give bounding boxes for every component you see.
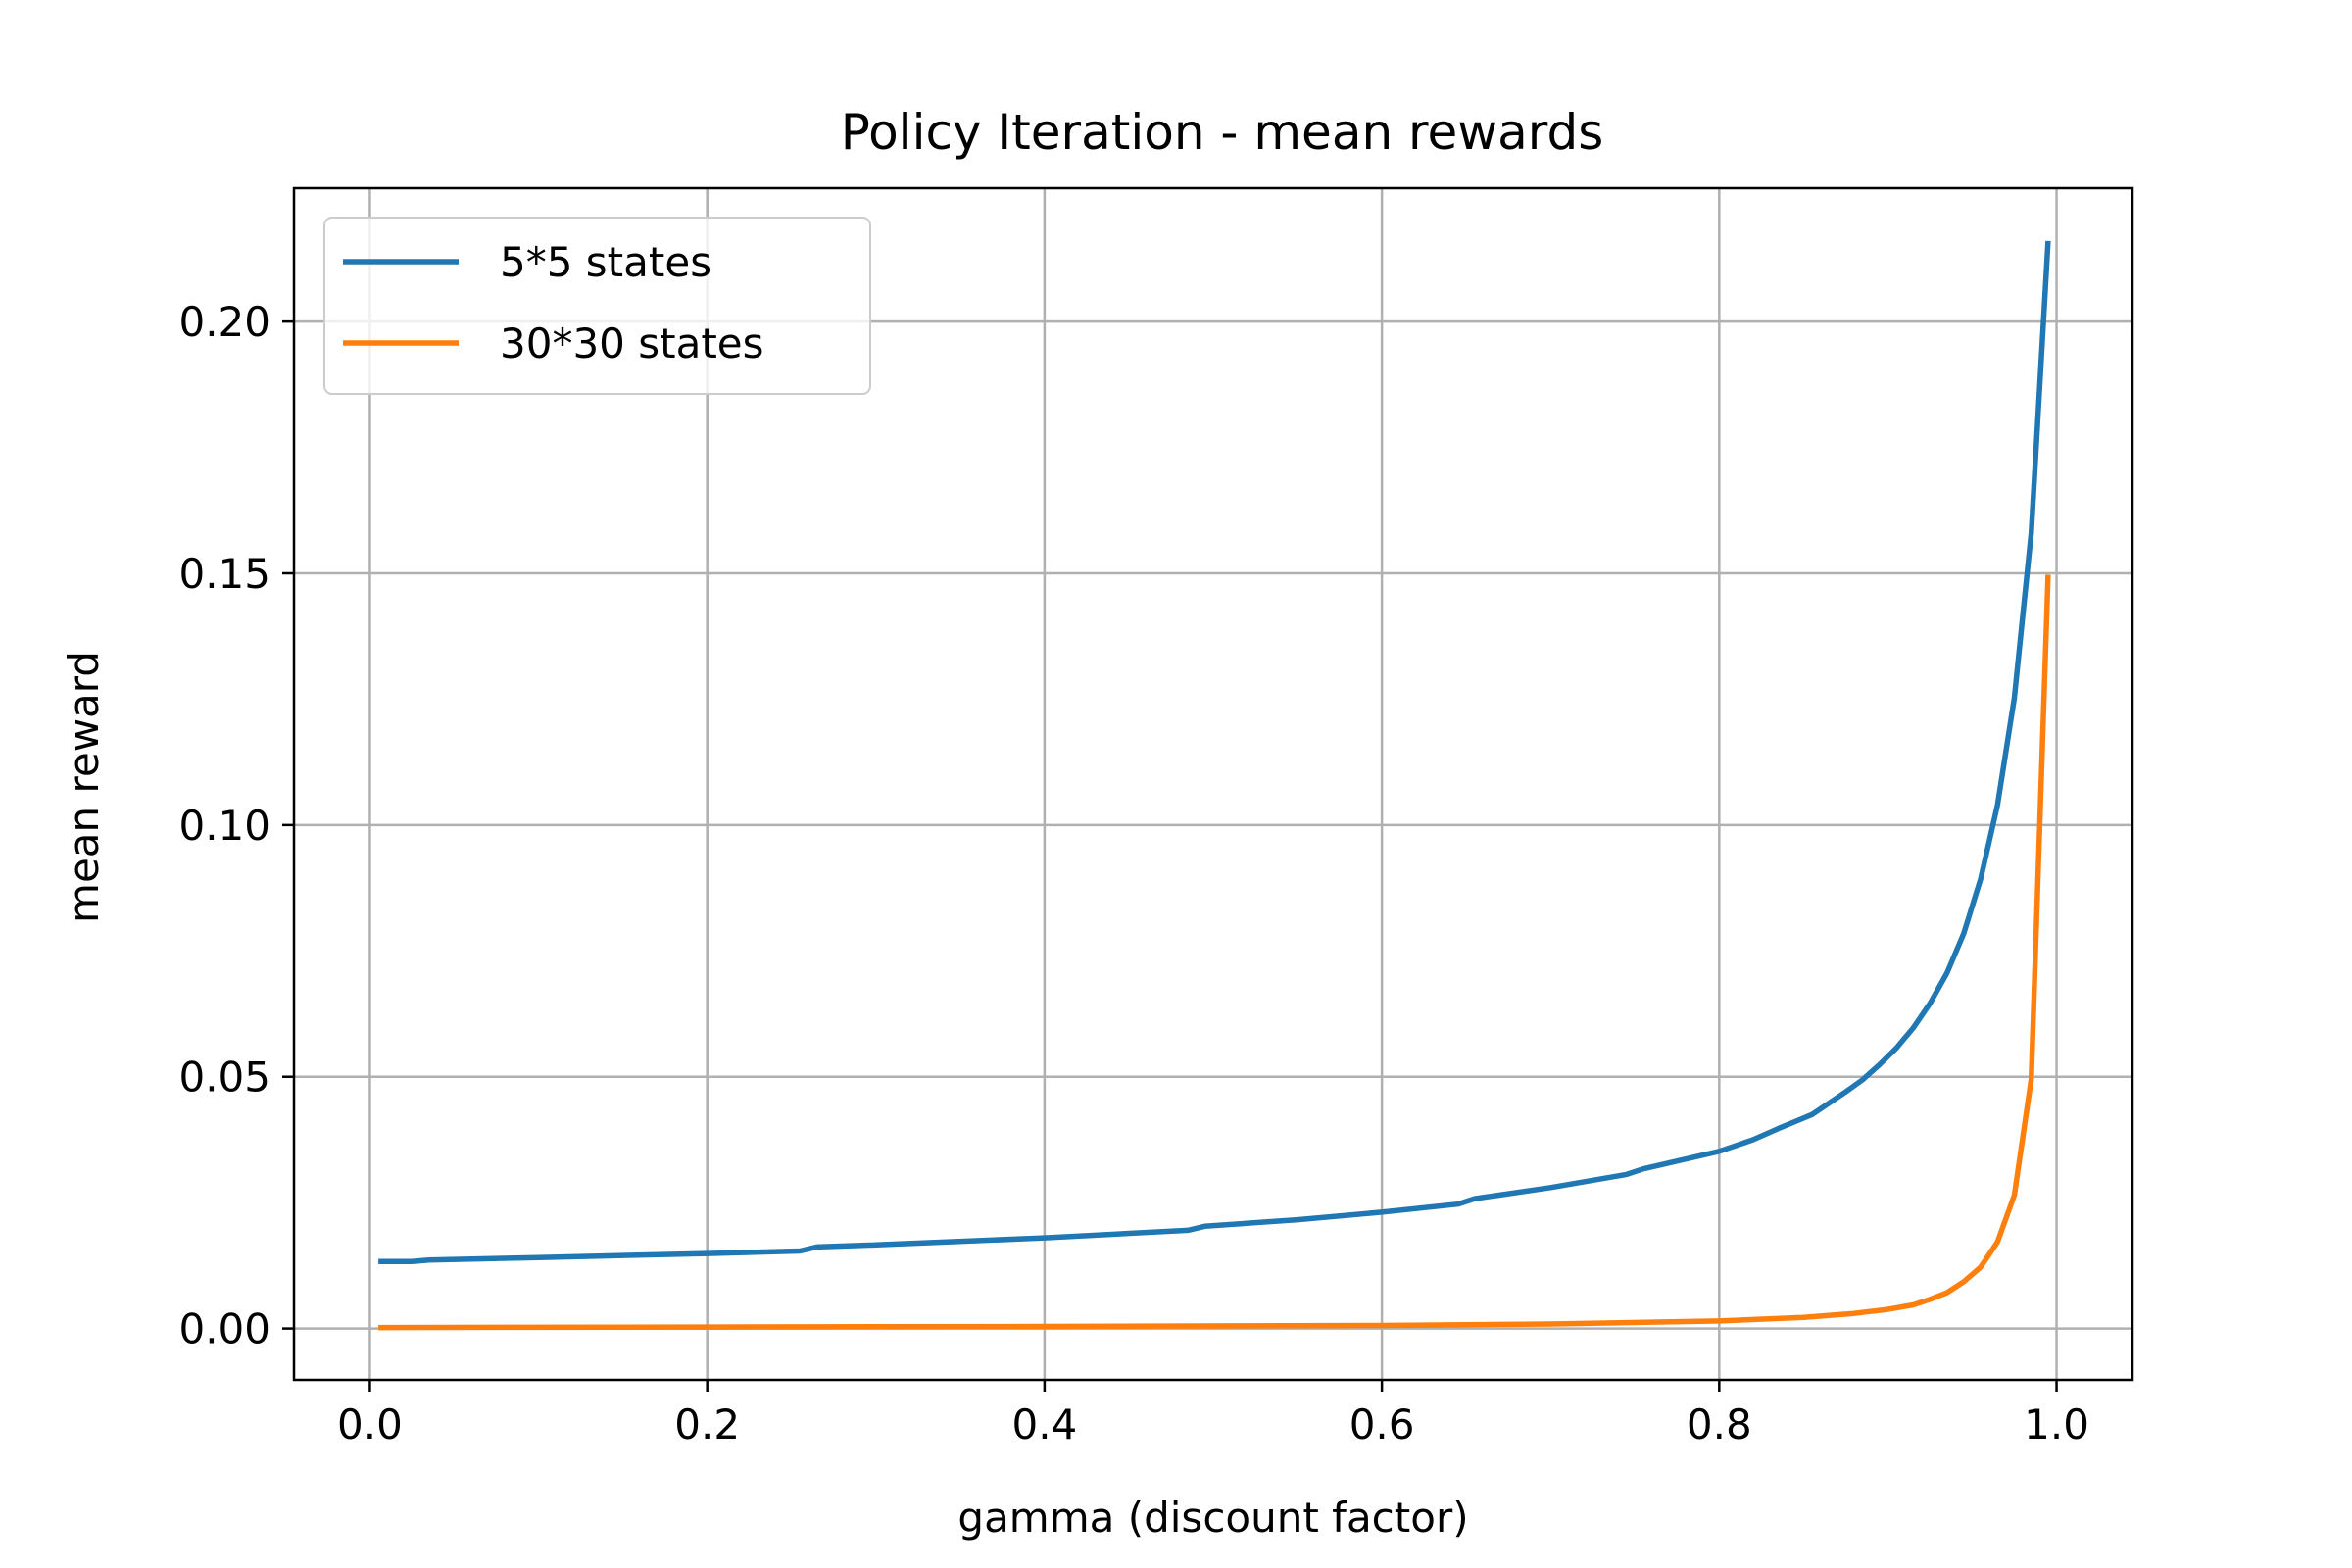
x-tick-label: 0.0	[337, 1400, 403, 1448]
series-line-30x30-states	[378, 574, 2051, 1331]
x-tick-label: 0.4	[1011, 1400, 1077, 1448]
legend: 5*5 states 30*30 states	[323, 217, 871, 395]
legend-label-5x5: 5*5 states	[500, 238, 711, 286]
legend-box	[323, 217, 871, 395]
legend-label-30x30: 30*30 states	[500, 319, 764, 368]
plot-area-frame	[292, 186, 2134, 1382]
axis-ticks: 0.0 0.2 0.4 0.6 0.8 1.0 0.00 0.05 0.10 0.15 0.20	[178, 298, 2088, 1448]
y-tick-label: 0.05	[178, 1054, 270, 1102]
chart-title: Policy Iteration - mean rewards	[841, 104, 1604, 161]
y-tick-label: 0.00	[178, 1305, 270, 1353]
series-line-5x5-states	[378, 240, 2051, 1265]
x-tick-label: 0.6	[1349, 1400, 1415, 1448]
y-tick-label: 0.10	[178, 802, 270, 850]
y-tick-label: 0.15	[178, 550, 270, 598]
y-tick-label: 0.20	[178, 298, 270, 346]
x-axis-label: gamma (discount factor)	[957, 1494, 1468, 1542]
y-axis-label: mean reward	[60, 651, 108, 923]
x-tick-label: 0.8	[1687, 1400, 1752, 1448]
x-tick-label: 1.0	[2024, 1400, 2089, 1448]
plot-series	[378, 240, 2051, 1331]
grid-lines	[294, 188, 2132, 1380]
x-tick-label: 0.2	[674, 1400, 740, 1448]
